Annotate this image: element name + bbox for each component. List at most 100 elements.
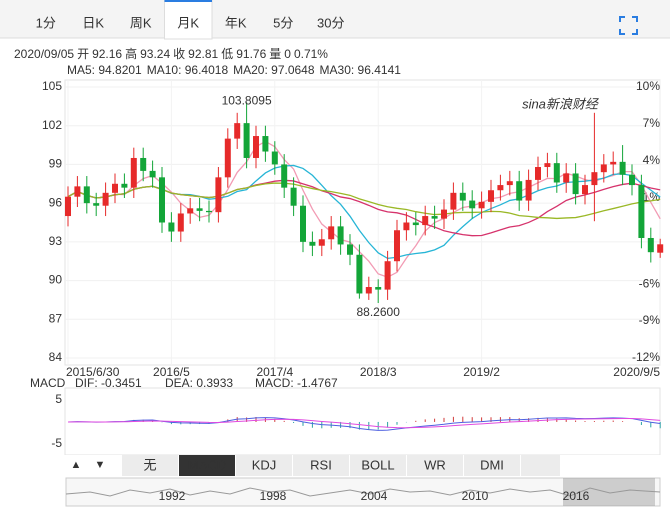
candle-body <box>629 174 635 186</box>
candle-body <box>290 187 297 206</box>
ma-line <box>67 179 661 237</box>
y-tick-label: 87 <box>49 311 63 325</box>
candle-body <box>328 226 335 240</box>
indicator-tab[interactable]: MACD <box>188 457 226 472</box>
candle-body <box>318 239 325 246</box>
macd-dif: DIF: -0.3451 <box>75 376 142 390</box>
candle-body <box>657 244 664 253</box>
indicator-tab-bg <box>236 455 292 476</box>
macd-tick-label: 5 <box>55 392 62 406</box>
indicator-tab[interactable]: WR <box>424 457 446 472</box>
candle-body <box>206 210 212 213</box>
candle-body <box>600 164 607 173</box>
indicator-tab[interactable]: 无 <box>143 457 156 472</box>
tab[interactable]: 30分 <box>317 15 344 30</box>
arrow-button[interactable]: ▲ <box>71 459 82 471</box>
quote-text: 0 <box>284 47 291 61</box>
indicator-tab[interactable]: DMI <box>480 457 504 472</box>
candle-body <box>497 185 504 191</box>
candle-body <box>535 167 541 180</box>
candle-body <box>168 222 175 232</box>
quote-text: 低 <box>221 47 233 61</box>
candle-body <box>121 183 128 188</box>
candle-body <box>102 192 109 206</box>
annotation: 103.8095 <box>222 94 272 108</box>
navigator-window[interactable] <box>563 478 655 506</box>
candle-body <box>187 208 194 214</box>
candle-body <box>149 170 156 178</box>
quote-text: 92.81 <box>188 47 218 61</box>
navigator-year: 1992 <box>159 489 186 503</box>
candle-body <box>553 163 560 183</box>
y-tick-label: 96 <box>49 195 63 209</box>
quote-text: 92.16 <box>92 47 122 61</box>
candle-body <box>563 173 570 183</box>
quote-text: 0.71% <box>294 47 328 61</box>
candle-body <box>159 177 165 223</box>
quote-text: 量 <box>269 47 281 61</box>
y2-tick-label: -12% <box>632 350 660 364</box>
candle-body <box>544 163 551 168</box>
candle-body <box>459 192 466 201</box>
candle-body <box>478 201 485 209</box>
ma-legend: MA5: 94.8201 <box>67 63 142 77</box>
arrow-button[interactable]: ▼ <box>95 459 106 471</box>
candle-body <box>300 205 306 242</box>
candle-body <box>516 181 523 201</box>
candle-body <box>281 164 288 188</box>
macd-tick-label: -5 <box>51 436 62 450</box>
tab[interactable]: 周K <box>130 15 152 30</box>
navigator-year: 2004 <box>361 489 388 503</box>
candle-body <box>215 177 222 213</box>
candle-body <box>572 173 579 195</box>
indicator-tab[interactable]: RSI <box>310 457 332 472</box>
tab[interactable]: 年K <box>225 15 247 30</box>
indicator-tab-bg <box>122 455 178 476</box>
candle-body <box>506 181 513 186</box>
x-tick-label: 2016/5 <box>153 365 190 379</box>
macd-value: MACD: -1.4767 <box>255 376 338 390</box>
candle-body <box>403 222 410 231</box>
y-tick-label: 84 <box>49 350 63 364</box>
y2-tick-label: -9% <box>639 313 661 327</box>
candle-body <box>234 123 241 139</box>
tab-selected-bg <box>164 0 213 40</box>
tab[interactable]: 5分 <box>273 15 293 30</box>
candle-body <box>488 190 494 202</box>
indicator-tab[interactable]: BOLL <box>361 457 394 472</box>
candle-body <box>412 222 419 226</box>
candle-body <box>394 230 400 262</box>
tab[interactable]: 日K <box>82 15 104 30</box>
candle-body <box>591 172 598 186</box>
tab[interactable]: 月K <box>177 15 199 30</box>
ma-legend: MA20: 97.0648 <box>233 63 315 77</box>
ma-line <box>67 182 661 220</box>
candle-body <box>130 157 137 188</box>
tab[interactable]: 1分 <box>36 15 56 30</box>
candle-body <box>243 123 250 158</box>
expand-icon[interactable] <box>619 16 638 35</box>
dea-line <box>67 417 661 429</box>
x-tick-label: 2017/4 <box>256 365 293 379</box>
candle-body <box>610 161 617 165</box>
candle-body <box>112 183 118 193</box>
macd-dea: DEA: 0.3933 <box>165 376 233 390</box>
candle-body <box>469 200 476 209</box>
quote-text: 收 <box>173 47 185 61</box>
indicator-tab-bg <box>407 455 463 476</box>
x-tick-label: 2015/6/30 <box>66 365 120 379</box>
navigator-year: 2016 <box>563 489 590 503</box>
indicator-tab[interactable]: KDJ <box>252 457 277 472</box>
candle-body <box>253 136 259 158</box>
quote-text: 开 <box>77 47 89 61</box>
ma-legend: MA30: 96.4141 <box>320 63 402 77</box>
y-tick-label: 90 <box>49 273 63 287</box>
x-tick-label: 2018/3 <box>360 365 397 379</box>
ma-legend: MA10: 96.4018 <box>147 63 229 77</box>
y-tick-label: 93 <box>49 234 63 248</box>
quote-text: 93.24 <box>140 47 170 61</box>
dif-line <box>67 417 661 431</box>
candle-body <box>525 179 532 201</box>
tab-selected-line <box>164 0 212 2</box>
quote-text: 91.76 <box>236 47 266 61</box>
